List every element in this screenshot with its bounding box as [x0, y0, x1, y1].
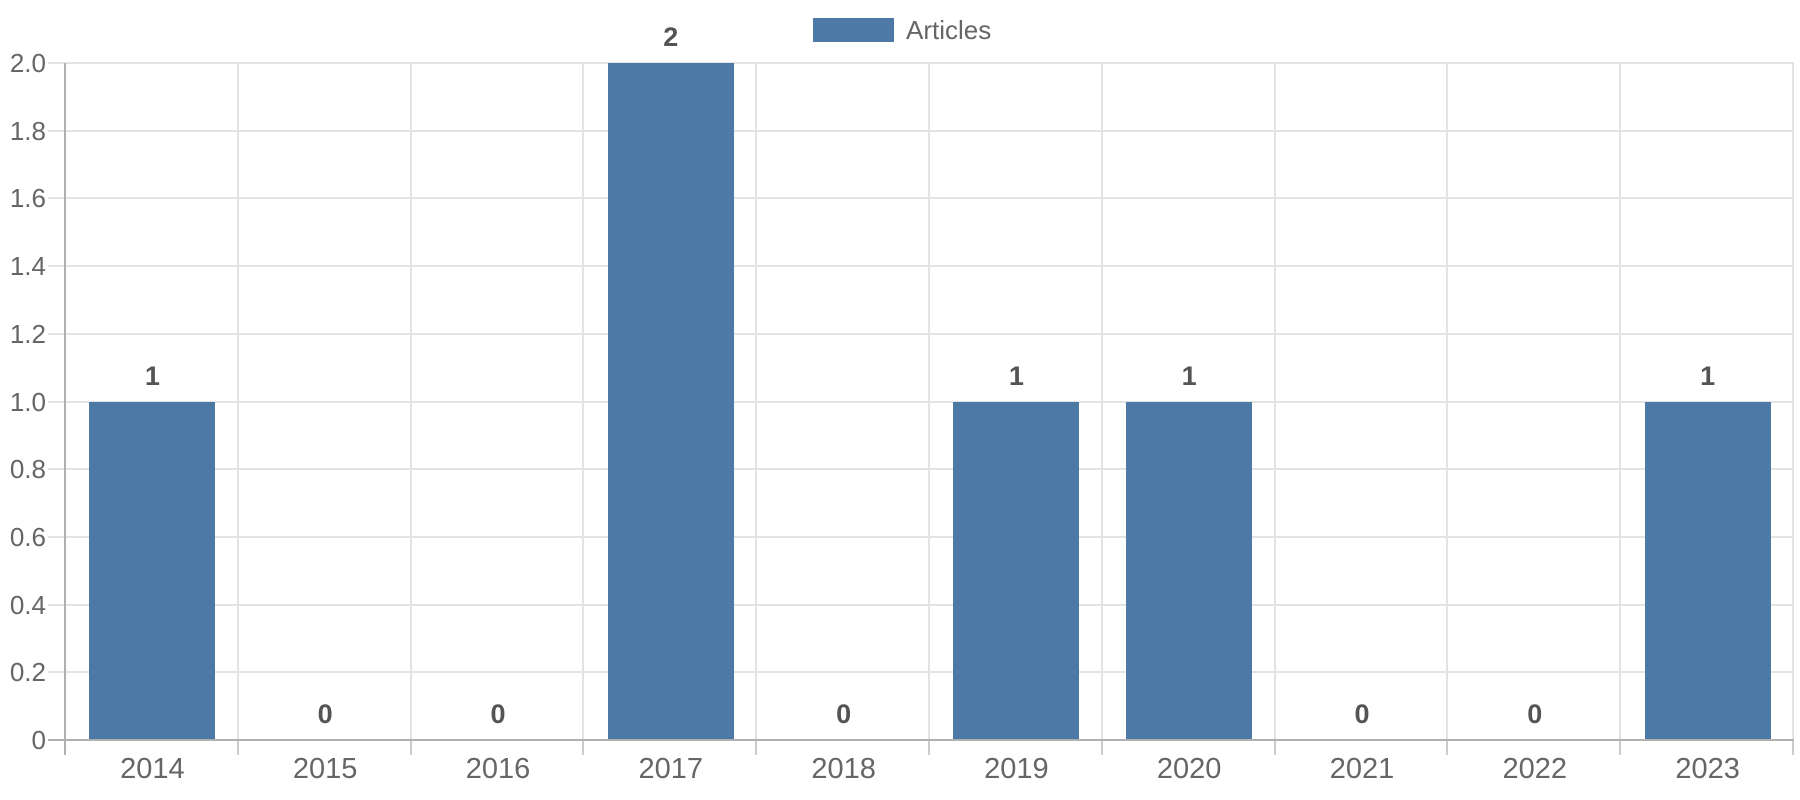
y-axis-label-0.2: 0.2 — [9, 657, 46, 688]
y-axis-line — [64, 63, 66, 755]
bar-value-label-2022: 0 — [1527, 699, 1543, 729]
x-axis-tick — [409, 740, 412, 755]
x-axis-tick — [755, 740, 758, 755]
y-axis-label-0.6: 0.6 — [9, 521, 46, 552]
y-axis-label-1.8: 1.8 — [9, 115, 46, 146]
y-gridline — [48, 62, 1794, 64]
y-axis-label-1.6: 1.6 — [9, 183, 46, 214]
x-axis-label-2016: 2016 — [465, 753, 531, 785]
y-gridline — [48, 603, 1794, 606]
x-axis-label-2019: 2019 — [984, 753, 1049, 785]
bar-2014[interactable] — [89, 401, 216, 740]
y-gridline — [48, 468, 1794, 471]
x-axis-tick — [1792, 740, 1794, 755]
y-gridline — [48, 129, 1794, 132]
x-axis-line — [48, 739, 1794, 741]
x-axis-label-2015: 2015 — [292, 753, 358, 785]
x-axis-tick — [1273, 740, 1276, 755]
x-gridline — [236, 63, 239, 740]
x-axis-tick — [1100, 740, 1103, 755]
x-axis-tick — [928, 740, 930, 755]
x-axis-label-2023: 2023 — [1675, 753, 1740, 785]
legend-swatch-articles — [813, 18, 894, 42]
x-axis-label-2014: 2014 — [120, 753, 185, 785]
x-gridline — [1792, 63, 1794, 740]
x-gridline — [1100, 63, 1103, 740]
y-axis-label-0.4: 0.4 — [9, 589, 46, 620]
y-gridline — [48, 197, 1794, 200]
legend-item-articles[interactable]: Articles — [813, 14, 991, 46]
bar-value-label-2019: 1 — [1008, 360, 1024, 391]
y-gridline — [48, 671, 1794, 674]
bar-value-label-2017: 2 — [663, 22, 679, 52]
bar-value-label-2020: 1 — [1181, 360, 1197, 391]
x-gridline — [409, 63, 412, 740]
bar-value-label-2015: 0 — [317, 699, 333, 729]
bar-2017[interactable] — [607, 63, 734, 740]
x-gridline — [755, 63, 758, 740]
x-gridline — [1273, 63, 1276, 740]
x-gridline — [1619, 63, 1622, 740]
x-gridline — [928, 63, 930, 740]
bar-value-label-2016: 0 — [490, 699, 506, 729]
x-axis-label-2020: 2020 — [1156, 753, 1222, 785]
bar-value-label-2021: 0 — [1354, 699, 1370, 729]
x-axis-tick — [1446, 740, 1449, 755]
y-axis-label-2.0: 2.0 — [9, 48, 46, 78]
y-gridline — [48, 265, 1794, 268]
x-gridline — [1446, 63, 1449, 740]
bar-value-label-2023: 1 — [1700, 360, 1716, 391]
y-gridline — [48, 535, 1794, 538]
x-axis-label-2018: 2018 — [811, 753, 876, 785]
legend-label-articles: Articles — [906, 14, 992, 45]
y-axis-label-0: 0 — [31, 725, 46, 755]
x-axis-label-2022: 2022 — [1502, 753, 1568, 785]
x-axis-label-2021: 2021 — [1329, 753, 1395, 785]
bar-value-label-2018: 0 — [836, 699, 852, 729]
x-gridline — [582, 63, 585, 740]
y-gridline — [48, 332, 1794, 335]
y-axis-label-0.8: 0.8 — [9, 454, 46, 485]
y-axis-label-1.2: 1.2 — [9, 318, 46, 349]
bar-2023[interactable] — [1644, 401, 1771, 740]
y-axis-label-1.0: 1.0 — [9, 386, 46, 417]
bar-value-label-2014: 1 — [144, 360, 160, 391]
x-axis-label-2017: 2017 — [638, 753, 704, 785]
x-axis-tick — [1619, 740, 1622, 755]
bar-2019[interactable] — [953, 401, 1080, 740]
x-axis-tick — [236, 740, 239, 755]
y-gridline — [48, 400, 1794, 403]
x-axis-tick — [582, 740, 585, 755]
bar-2020[interactable] — [1126, 401, 1253, 740]
y-axis-label-1.4: 1.4 — [9, 251, 46, 282]
